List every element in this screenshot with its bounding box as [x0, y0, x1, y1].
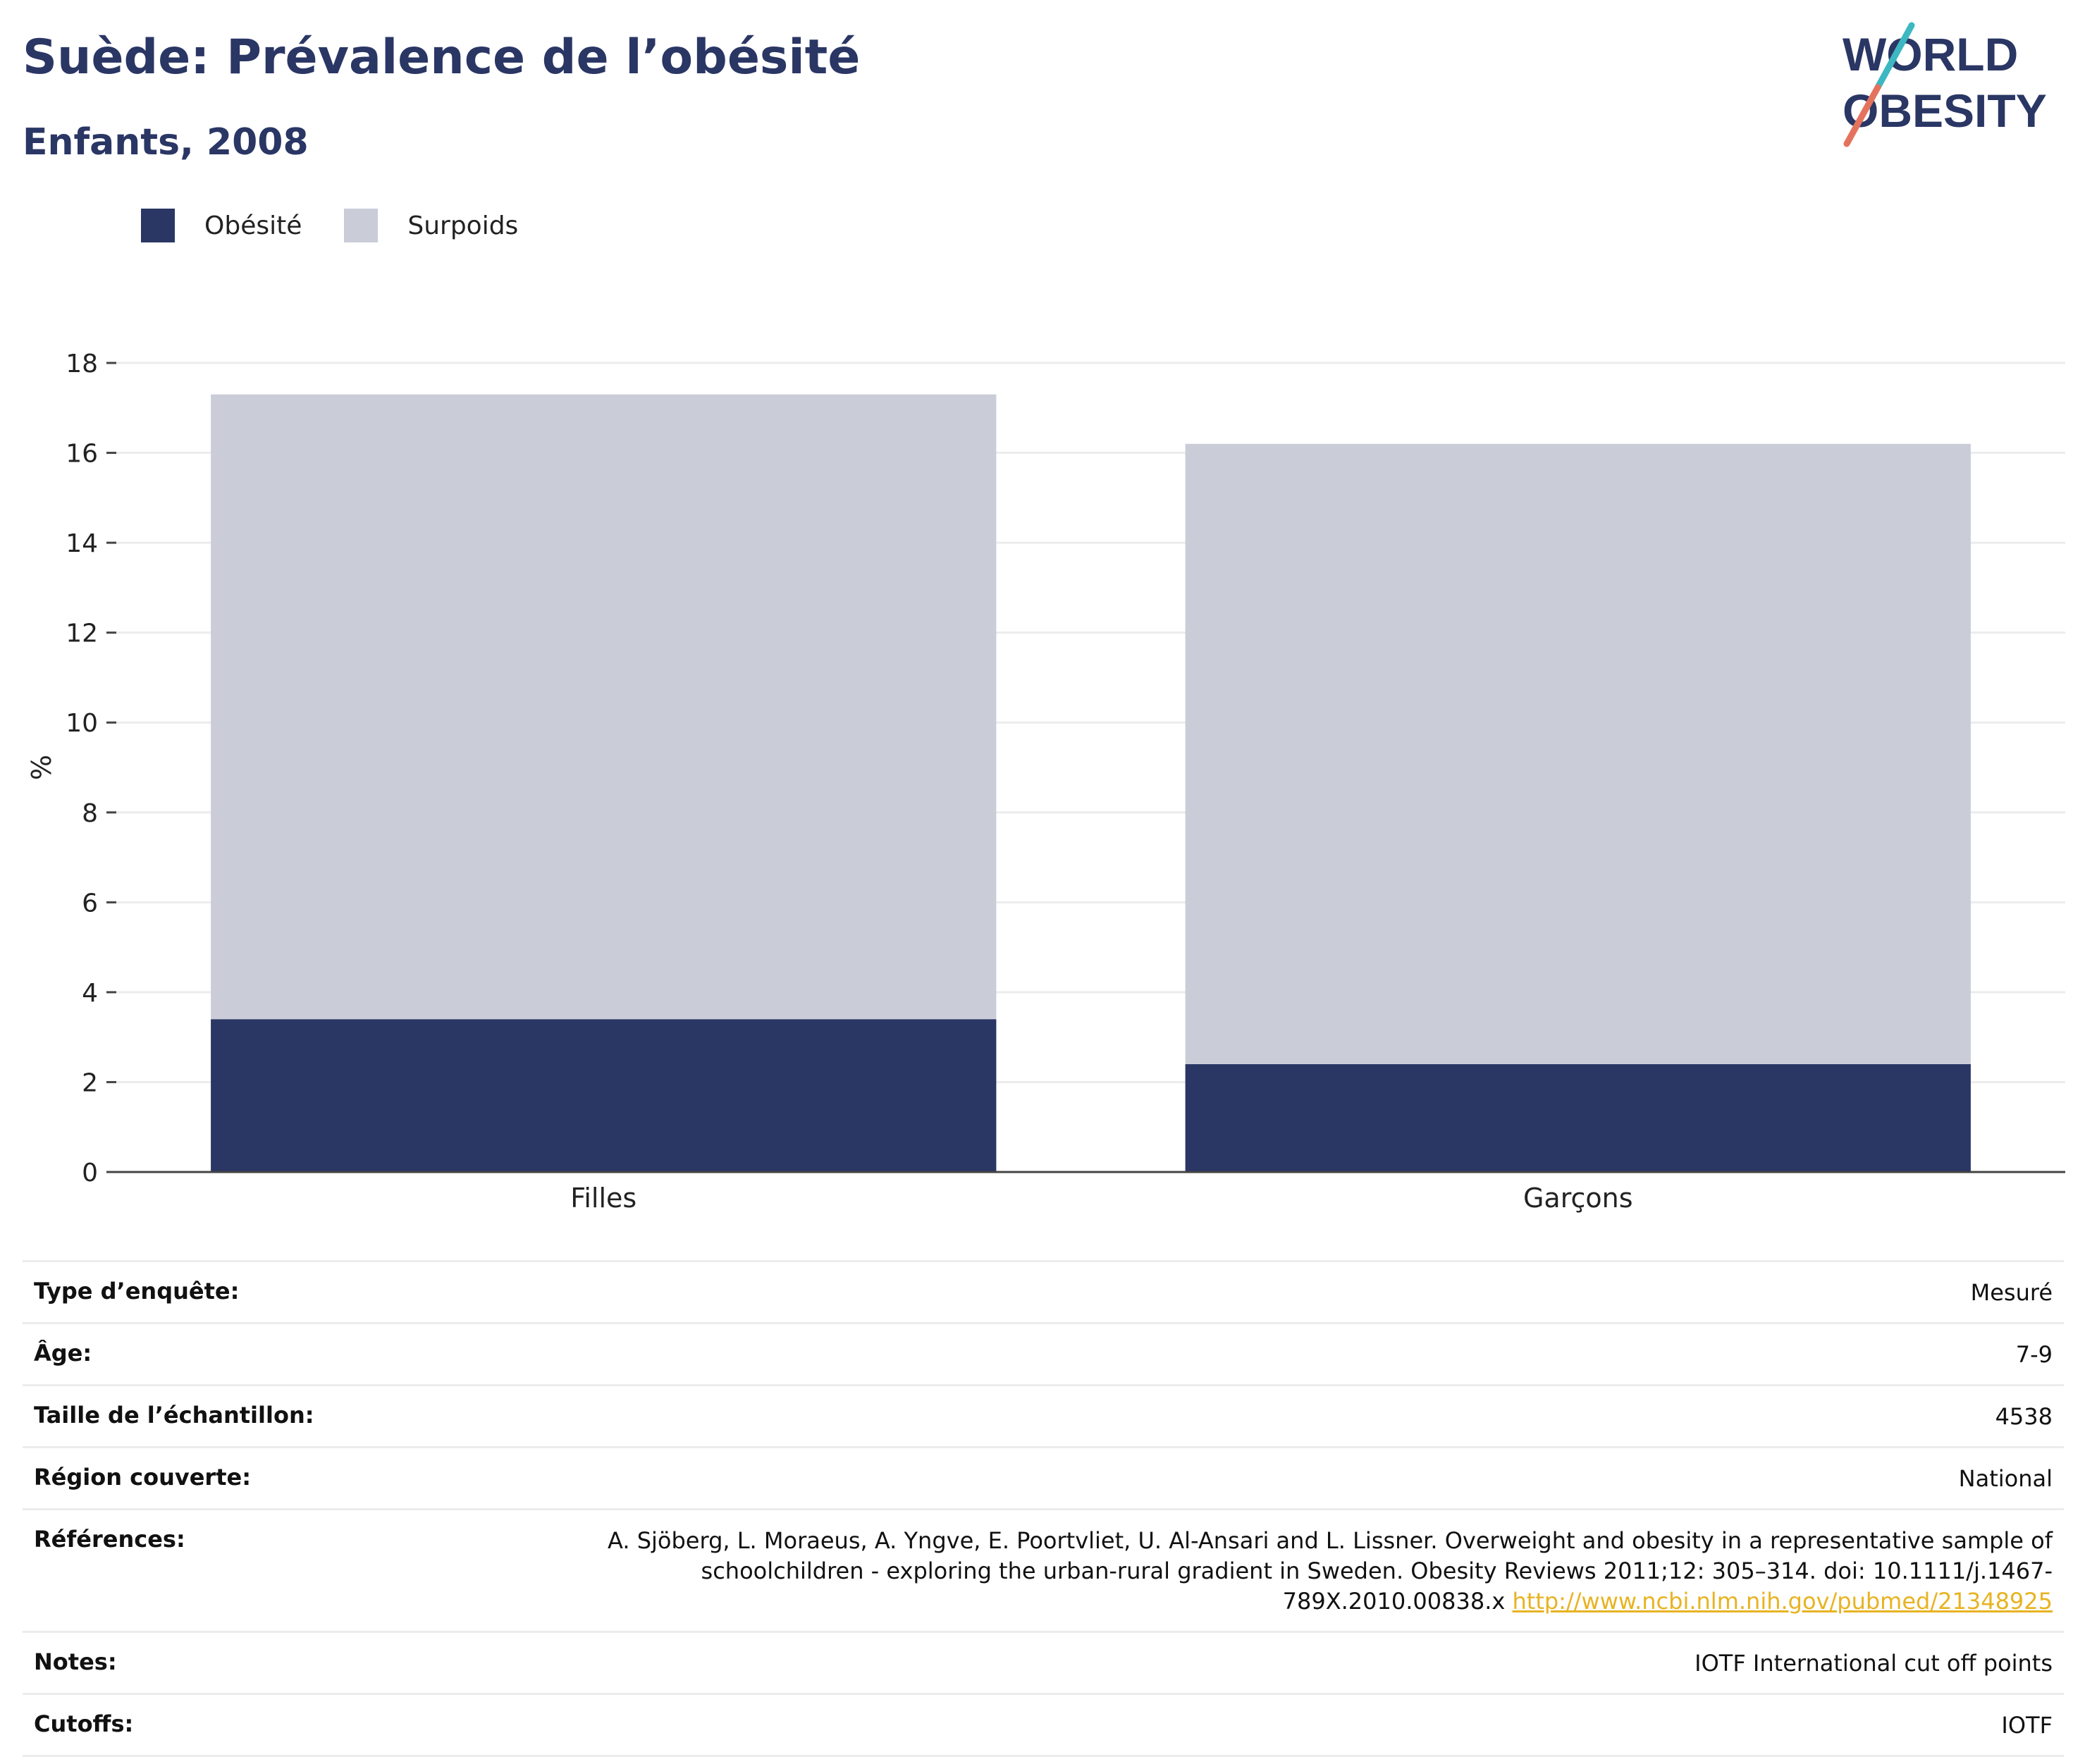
reference-text: A. Sjöberg, L. Moraeus, A. Yngve, E. Poo…	[608, 1527, 2053, 1615]
y-axis-label: %	[26, 755, 57, 780]
info-row-age: Âge: 7-9	[23, 1322, 2064, 1384]
y-tick-label: 12	[66, 619, 98, 648]
info-row-sample-size: Taille de l’échantillon: 4538	[23, 1384, 2064, 1446]
info-value-references: A. Sjöberg, L. Moraeus, A. Yngve, E. Poo…	[608, 1526, 2053, 1617]
x-tick-label: Garçons	[1523, 1183, 1633, 1214]
y-tick-label: 18	[66, 350, 98, 378]
logo-line1: WORLD	[1843, 28, 2018, 80]
info-label: Taille de l’échantillon:	[34, 1402, 314, 1429]
bar-obesite-1[interactable]	[1185, 1063, 1971, 1172]
info-label: Région couverte:	[34, 1464, 251, 1491]
legend: Obésité Surpoids	[141, 209, 560, 242]
logo-slash-teal-icon	[1874, 22, 1915, 91]
info-label: Type d’enquête:	[34, 1278, 240, 1305]
info-value: IOTF International cut off points	[1695, 1650, 2053, 1677]
y-tick-label: 6	[82, 889, 98, 918]
bars	[211, 394, 1971, 1172]
info-value: 4538	[1995, 1403, 2053, 1430]
reference-link[interactable]: http://www.ncbi.nlm.nih.gov/pubmed/21348…	[1512, 1588, 2053, 1615]
bar-surpoids-1[interactable]	[1185, 443, 1971, 1064]
survey-info-table: Type d’enquête: Mesuré Âge: 7-9 Taille d…	[23, 1260, 2064, 1757]
chart-subtitle: Enfants, 2008	[23, 121, 309, 164]
y-tick-label: 4	[82, 979, 98, 1008]
y-tick-label: 0	[82, 1159, 98, 1188]
x-tick-label: Filles	[570, 1183, 636, 1214]
legend-label-obesite: Obésité	[204, 211, 302, 240]
bar-obesite-0[interactable]	[211, 1019, 997, 1172]
info-label: Âge:	[34, 1340, 92, 1367]
y-tick-label: 2	[82, 1068, 98, 1097]
info-label: Cutoffs:	[34, 1710, 134, 1737]
info-row-region: Région couverte: National	[23, 1446, 2064, 1508]
info-value: 7-9	[2015, 1341, 2053, 1368]
y-tick-label: 10	[66, 709, 98, 738]
chart-title: Suède: Prévalence de l’obésité	[23, 30, 861, 85]
logo-slash-coral-icon	[1843, 84, 1881, 147]
info-value: National	[1958, 1465, 2053, 1492]
stacked-bar-chart: 0 2 4 6 8 10 12 14 16 18 Filles Garçons %	[26, 350, 2065, 1214]
info-row-references: Références: A. Sjöberg, L. Moraeus, A. Y…	[23, 1508, 2064, 1631]
y-tick-label: 14	[66, 529, 98, 558]
info-row-survey-type: Type d’enquête: Mesuré	[23, 1260, 2064, 1322]
info-row-notes: Notes: IOTF International cut off points	[23, 1631, 2064, 1693]
y-tick-label: 8	[82, 799, 98, 828]
world-obesity-logo: WORLD OBESITY	[1843, 22, 2047, 147]
info-value: IOTF	[2001, 1712, 2053, 1739]
legend-item-surpoids[interactable]: Surpoids	[344, 209, 518, 242]
info-label: Références:	[34, 1526, 185, 1553]
legend-swatch-surpoids	[344, 209, 379, 242]
legend-swatch-obesite	[141, 209, 175, 242]
info-label: Notes:	[34, 1648, 117, 1675]
axes: 0 2 4 6 8 10 12 14 16 18 Filles Garçons	[66, 350, 2065, 1214]
bar-surpoids-0[interactable]	[211, 394, 997, 1020]
y-tick-label: 16	[66, 440, 98, 469]
info-row-cutoffs: Cutoffs: IOTF	[23, 1693, 2064, 1757]
info-value: Mesuré	[1970, 1279, 2053, 1306]
legend-item-obesite[interactable]: Obésité	[141, 209, 302, 242]
legend-label-surpoids: Surpoids	[407, 211, 519, 240]
